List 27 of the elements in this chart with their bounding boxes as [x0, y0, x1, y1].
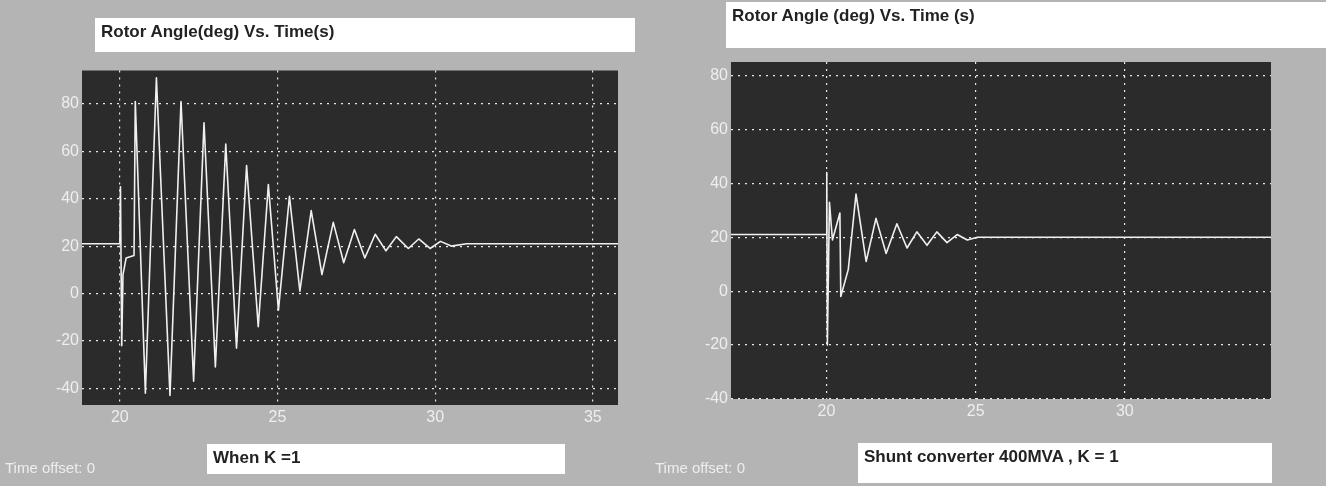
chart-title: Rotor Angle (deg) Vs. Time (s): [726, 2, 1326, 48]
y-tick-label: -20: [55, 331, 80, 349]
y-tick-label: -40: [704, 389, 729, 407]
y-tick-label: 60: [710, 119, 729, 137]
text: Time offset: 0: [655, 459, 746, 476]
y-tick-label: 20: [61, 236, 80, 254]
y-tick-label: -20: [704, 335, 729, 353]
x-tick-label: 25: [268, 408, 287, 426]
x-tick-label: 20: [817, 402, 836, 420]
text: Shunt converter 400MVA , K = 1: [858, 443, 1272, 483]
y-tick-label: 60: [61, 141, 80, 159]
y-tick-label: 0: [70, 283, 80, 301]
y-tick-label: 40: [710, 173, 729, 191]
text: When K =1: [207, 444, 565, 474]
y-tick-label: 20: [710, 227, 729, 245]
y-tick-label: 0: [719, 281, 729, 299]
y-tick-label: 80: [61, 94, 80, 112]
y-tick-label: 40: [61, 189, 80, 207]
x-tick-label: 30: [426, 408, 445, 426]
x-tick-label: 30: [1115, 402, 1134, 420]
x-tick-label: 25: [966, 402, 985, 420]
x-tick-label: 35: [583, 408, 602, 426]
y-tick-label: 80: [710, 65, 729, 83]
x-tick-label: 20: [110, 408, 129, 426]
text: Time offset: 0: [5, 459, 96, 476]
y-tick-label: -40: [55, 378, 80, 396]
chart-title: Rotor Angle(deg) Vs. Time(s): [95, 18, 635, 52]
